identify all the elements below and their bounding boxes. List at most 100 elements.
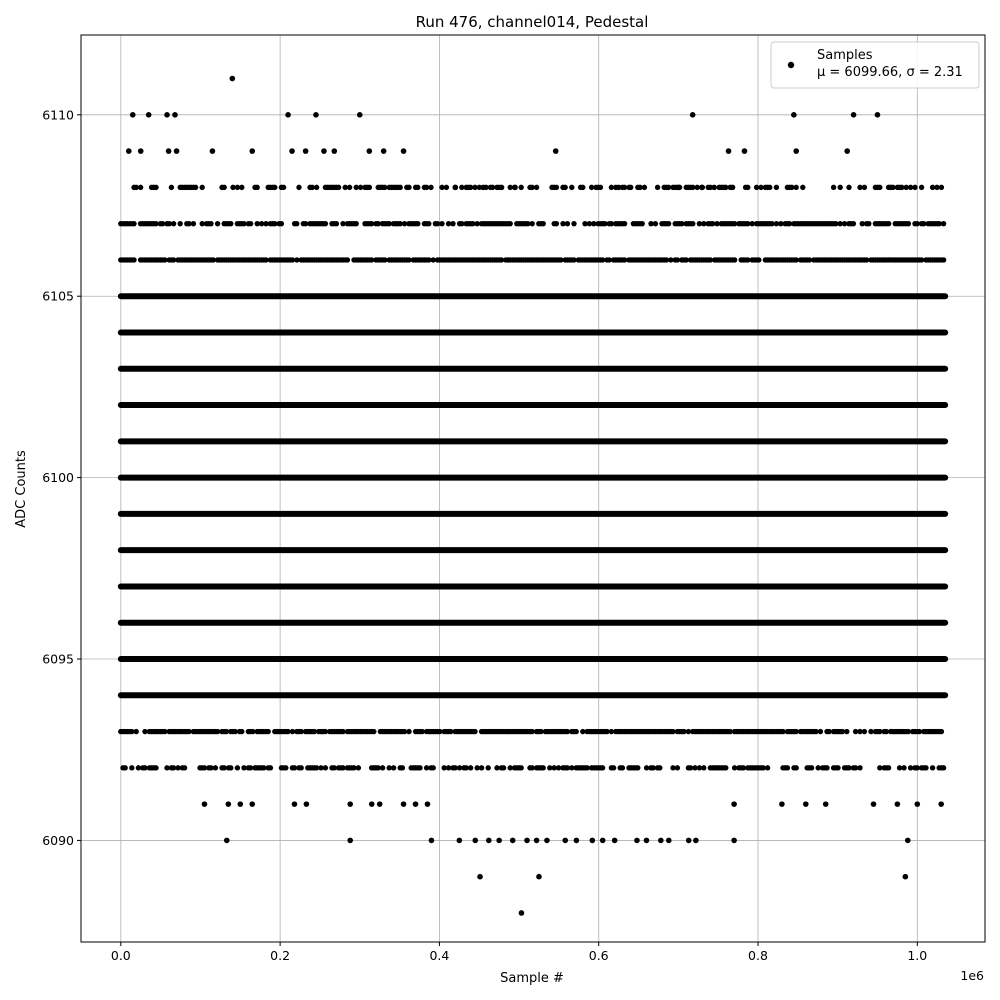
data-point bbox=[850, 112, 857, 118]
data-point bbox=[866, 220, 872, 227]
data-point bbox=[822, 801, 829, 807]
data-point bbox=[877, 184, 883, 191]
data-point bbox=[199, 184, 205, 191]
data-point bbox=[786, 220, 793, 227]
data-point bbox=[322, 220, 329, 227]
data-point bbox=[294, 220, 300, 227]
data-point bbox=[580, 184, 586, 191]
data-point bbox=[234, 184, 241, 191]
data-point bbox=[936, 220, 942, 227]
data-point bbox=[681, 728, 687, 735]
data-point bbox=[687, 765, 694, 771]
data-point bbox=[529, 220, 535, 227]
data-point bbox=[650, 765, 656, 771]
data-point bbox=[648, 220, 654, 227]
data-point bbox=[904, 837, 911, 844]
data-point bbox=[615, 184, 622, 191]
data-point bbox=[489, 184, 496, 191]
data-point bbox=[599, 837, 606, 844]
data-point bbox=[322, 765, 329, 771]
x-tick-label: 0.8 bbox=[748, 948, 768, 963]
data-point bbox=[342, 184, 348, 191]
data-point bbox=[844, 728, 850, 735]
data-point bbox=[379, 765, 386, 771]
data-point bbox=[267, 765, 274, 771]
data-point bbox=[934, 184, 940, 191]
data-point bbox=[741, 148, 748, 154]
data-point bbox=[643, 765, 650, 771]
data-point bbox=[573, 728, 579, 735]
data-point bbox=[533, 837, 540, 844]
data-point bbox=[142, 765, 148, 771]
data-point bbox=[562, 837, 569, 844]
tick-layer: 0.0 0.2 0.4 0.6 0.8 1.0 6090 6095 6100 6105 6110 bbox=[42, 107, 927, 963]
data-point bbox=[740, 765, 747, 771]
data-point bbox=[459, 184, 465, 191]
data-point bbox=[604, 728, 610, 735]
data-point bbox=[380, 148, 387, 154]
data-point bbox=[940, 765, 947, 771]
data-band-fill bbox=[117, 402, 949, 409]
data-point bbox=[223, 837, 230, 844]
data-point bbox=[916, 728, 923, 735]
data-point bbox=[837, 220, 843, 227]
data-point bbox=[309, 184, 315, 191]
data-point bbox=[263, 257, 269, 263]
data-point bbox=[896, 765, 903, 771]
data-point bbox=[303, 801, 310, 807]
data-point bbox=[668, 257, 674, 263]
data-point bbox=[846, 765, 852, 771]
data-point bbox=[125, 148, 132, 154]
data-point bbox=[210, 257, 216, 263]
data-point bbox=[441, 765, 447, 771]
data-point bbox=[485, 765, 491, 771]
data-point bbox=[512, 184, 518, 191]
data-point bbox=[368, 801, 375, 807]
chart-title: Run 476, channel014, Pedestal bbox=[416, 13, 649, 31]
data-point bbox=[553, 184, 560, 191]
data-point bbox=[135, 765, 142, 771]
data-point bbox=[229, 75, 236, 82]
data-point bbox=[918, 257, 925, 263]
data-point bbox=[507, 184, 513, 191]
data-point bbox=[780, 728, 786, 735]
data-point bbox=[382, 184, 388, 191]
data-point bbox=[376, 801, 383, 807]
data-point bbox=[544, 837, 550, 844]
data-point bbox=[665, 837, 672, 844]
data-band-fill bbox=[117, 365, 949, 372]
data-point bbox=[480, 184, 487, 191]
x-tick-label: 0.0 bbox=[111, 948, 131, 963]
data-point bbox=[153, 220, 159, 227]
data-point bbox=[335, 184, 342, 191]
data-point bbox=[291, 801, 298, 807]
data-point bbox=[808, 765, 815, 771]
data-point bbox=[551, 765, 557, 771]
data-point bbox=[885, 220, 892, 227]
data-point bbox=[230, 184, 236, 191]
data-point bbox=[289, 728, 296, 735]
data-band-fill bbox=[117, 329, 949, 336]
data-point bbox=[912, 184, 918, 191]
data-point bbox=[679, 220, 685, 227]
data-point bbox=[890, 184, 896, 191]
data-point bbox=[696, 765, 703, 771]
data-point bbox=[745, 220, 751, 227]
data-point bbox=[400, 148, 407, 154]
data-point bbox=[914, 801, 921, 807]
data-point bbox=[923, 765, 929, 771]
data-point bbox=[674, 257, 681, 263]
data-point bbox=[283, 765, 289, 771]
data-point bbox=[573, 837, 580, 844]
data-point bbox=[569, 765, 575, 771]
data-point bbox=[166, 220, 172, 227]
data-point bbox=[399, 765, 406, 771]
data-point bbox=[258, 220, 265, 227]
data-band bbox=[117, 293, 949, 300]
data-point bbox=[711, 184, 717, 191]
data-band bbox=[117, 692, 949, 699]
data-point bbox=[272, 184, 278, 191]
data-point bbox=[450, 220, 456, 227]
data-point bbox=[907, 184, 914, 191]
data-point bbox=[366, 148, 373, 154]
